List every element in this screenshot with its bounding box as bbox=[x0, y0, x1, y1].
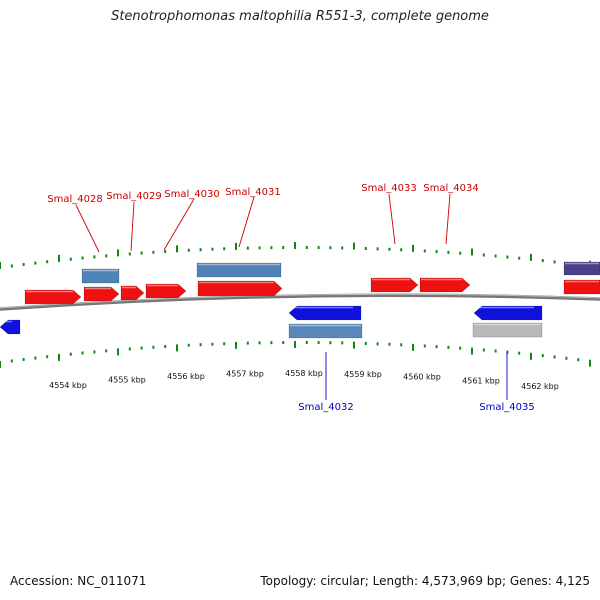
gene-callouts: Smal_4028 Smal_4029 Smal_4030 Smal_4031 Smal… bbox=[47, 183, 534, 413]
genome-summary: Topology: circular; Length: 4,573,969 bp… bbox=[260, 574, 590, 588]
scale-label: 4562 kbp bbox=[521, 382, 559, 391]
pseudo-feature[interactable] bbox=[472, 322, 543, 338]
gene-label-smal-4033[interactable]: Smal_4033 bbox=[361, 183, 416, 194]
reverse-rna-feature[interactable] bbox=[288, 323, 363, 339]
gene-label-smal-4035[interactable]: Smal_4035 bbox=[479, 402, 534, 413]
map-title: Stenotrophomonas maltophilia R551-3, com… bbox=[111, 9, 489, 24]
gene-label-smal-4031[interactable]: Smal_4031 bbox=[225, 187, 280, 198]
other-feature[interactable] bbox=[563, 261, 600, 276]
genome-backbone-highlight bbox=[0, 293, 600, 309]
reverse-cds-smal-4032[interactable] bbox=[288, 305, 362, 321]
gene-label-smal-4029[interactable]: Smal_4029 bbox=[106, 191, 161, 202]
scale-labels: 4554 kbp 4555 kbp 4556 kbp 4557 kbp 4558 kbp… bbox=[49, 369, 559, 391]
forward-cds-smal-4031[interactable] bbox=[197, 280, 283, 297]
scale-label: 4558 kbp bbox=[285, 369, 323, 378]
features bbox=[0, 261, 600, 339]
forward-cds-smal-4030a[interactable] bbox=[120, 285, 145, 301]
forward-cds-smal-4028[interactable] bbox=[24, 289, 82, 305]
reverse-cds-edge[interactable] bbox=[0, 319, 21, 335]
gene-label-smal-4028[interactable]: Smal_4028 bbox=[47, 194, 102, 205]
callout-line bbox=[75, 204, 100, 253]
callout-line bbox=[238, 196, 255, 248]
gene-label-smal-4030[interactable]: Smal_4030 bbox=[164, 189, 219, 200]
scale-label: 4556 kbp bbox=[167, 372, 205, 381]
forward-cds-smal-4033[interactable] bbox=[370, 277, 419, 293]
callout-line bbox=[445, 193, 451, 245]
ticks-reverse bbox=[0, 341, 591, 368]
scale-label: 4555 kbp bbox=[108, 376, 146, 385]
scale-label: 4561 kbp bbox=[462, 376, 500, 385]
callout-line bbox=[388, 193, 396, 245]
callout-line bbox=[130, 201, 135, 252]
forward-rna-feature[interactable] bbox=[81, 268, 120, 284]
scale-label: 4557 kbp bbox=[226, 370, 264, 379]
scale-label: 4554 kbp bbox=[49, 381, 87, 390]
forward-rna-feature[interactable] bbox=[196, 262, 282, 278]
gene-label-smal-4032[interactable]: Smal_4032 bbox=[298, 402, 353, 413]
scale-label: 4560 kbp bbox=[403, 372, 441, 381]
gene-label-smal-4034[interactable]: Smal_4034 bbox=[423, 183, 478, 194]
callout-line bbox=[163, 198, 195, 251]
genome-backbone bbox=[0, 293, 600, 311]
reverse-cds-smal-4035[interactable] bbox=[473, 305, 543, 321]
forward-cds-edge[interactable] bbox=[563, 279, 600, 295]
accession-text: Accession: NC_011071 bbox=[10, 574, 147, 588]
forward-cds-smal-4034[interactable] bbox=[419, 277, 471, 293]
forward-cds-smal-4029[interactable] bbox=[83, 286, 120, 302]
ticks-forward bbox=[0, 242, 591, 269]
forward-cds-smal-4030[interactable] bbox=[145, 283, 187, 299]
scale-label: 4559 kbp bbox=[344, 370, 382, 379]
